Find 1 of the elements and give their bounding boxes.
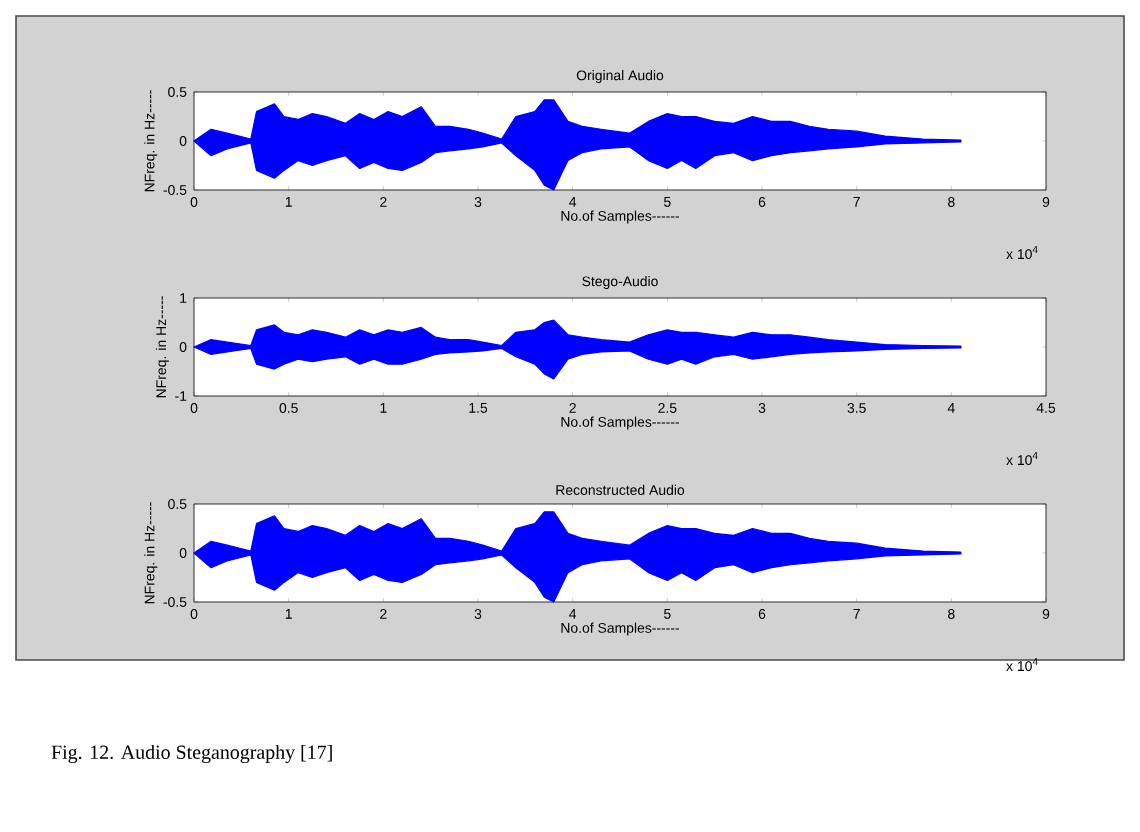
caption: Fig. 12. Audio Steganography [17] [51,744,332,764]
